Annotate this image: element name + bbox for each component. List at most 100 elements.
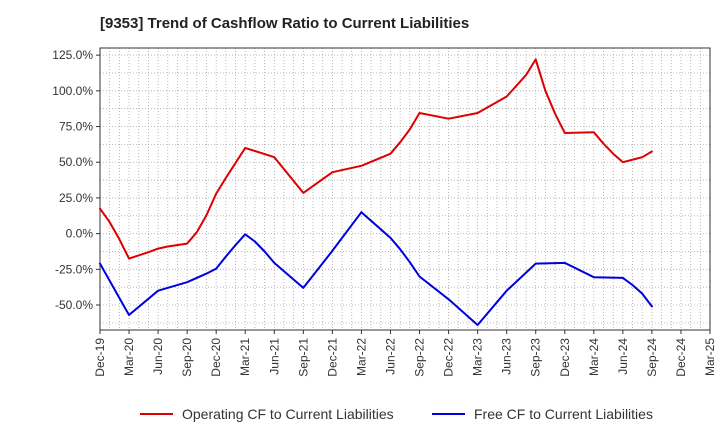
data-point [564, 132, 566, 134]
data-point [302, 192, 304, 194]
data-point [128, 258, 130, 260]
x-tick-label: Sep-20 [180, 338, 194, 377]
data-point [602, 143, 605, 145]
data-point [593, 131, 595, 133]
data-point [215, 268, 217, 270]
data-point [389, 237, 392, 239]
data-point [196, 231, 198, 233]
x-tick-label: Dec-23 [558, 338, 572, 377]
legend-label: Free CF to Current Liabilities [474, 406, 653, 422]
data-point [215, 193, 217, 195]
y-tick-label: 25.0% [59, 191, 93, 205]
data-point [535, 263, 537, 265]
data-point [447, 118, 450, 120]
data-point [651, 305, 653, 308]
x-tick-label: Jun-24 [616, 338, 630, 375]
data-point [641, 156, 643, 158]
data-point [418, 112, 421, 114]
data-point [593, 276, 595, 278]
data-point [360, 211, 363, 213]
data-point [399, 248, 401, 250]
data-point [273, 262, 275, 264]
data-point [535, 58, 537, 61]
data-point [244, 147, 246, 149]
data-point [128, 314, 130, 316]
x-tick-label: Sep-22 [413, 338, 427, 377]
data-point [389, 153, 392, 155]
data-point [477, 324, 479, 326]
y-tick-label: 100.0% [52, 84, 93, 98]
data-point [409, 261, 411, 263]
data-point [544, 90, 546, 92]
x-tick-label: Jun-22 [383, 338, 397, 375]
x-tick-label: Dec-19 [93, 338, 107, 377]
y-tick-label: 50.0% [59, 155, 93, 169]
x-tick-label: Jun-21 [267, 338, 281, 375]
data-point [99, 208, 101, 210]
data-point [612, 153, 614, 155]
data-point [331, 250, 333, 252]
data-point [186, 243, 188, 245]
x-tick-label: Dec-24 [674, 338, 688, 377]
data-point [273, 156, 275, 158]
data-point [477, 112, 479, 114]
data-point [205, 214, 208, 216]
plot-frame [99, 47, 711, 331]
data-point [399, 141, 401, 143]
data-point [225, 255, 227, 258]
plot-area [100, 48, 710, 330]
data-point [564, 262, 566, 264]
y-tick-label: 75.0% [59, 120, 93, 134]
data-point [506, 290, 508, 292]
chart-title: [9353] Trend of Cashflow Ratio to Curren… [100, 15, 470, 32]
x-tick-label: Sep-21 [296, 338, 310, 377]
legend-label: Operating CF to Current Liabilities [182, 406, 394, 422]
data-point [622, 277, 624, 279]
x-tick-label: Jun-20 [151, 338, 165, 375]
data-point [447, 298, 450, 300]
y-tick-label: -25.0% [55, 262, 93, 276]
x-tick-label: Mar-22 [354, 338, 368, 376]
data-point [225, 177, 227, 179]
y-tick-label: 0.0% [66, 227, 94, 241]
data-point [622, 161, 624, 163]
x-tick-label: Sep-23 [529, 338, 543, 377]
x-tick-label: Mar-25 [703, 338, 717, 376]
data-point [264, 250, 266, 253]
data-point [109, 221, 111, 223]
data-point [147, 251, 150, 253]
data-point [99, 263, 101, 265]
x-tick-label: Mar-24 [587, 338, 601, 376]
data-point [254, 240, 256, 243]
data-point [641, 292, 643, 295]
data-point [360, 165, 363, 167]
data-point [506, 95, 508, 98]
x-tick-label: Dec-22 [442, 338, 456, 377]
data-point [651, 150, 653, 153]
data-point [631, 284, 634, 286]
data-point [302, 287, 304, 289]
data-point [205, 273, 208, 275]
data-point [418, 275, 421, 278]
data-point [409, 128, 411, 130]
data-point [331, 171, 333, 173]
x-tick-label: Mar-21 [238, 338, 252, 376]
x-tick-label: Jun-23 [500, 338, 514, 375]
data-point [525, 74, 527, 76]
x-tick-label: Sep-24 [645, 338, 659, 377]
y-tick-label: 125.0% [52, 48, 93, 62]
data-point [244, 233, 246, 235]
data-point [234, 244, 237, 246]
x-tick-label: Mar-20 [122, 338, 136, 376]
data-point [157, 290, 159, 292]
data-point [157, 248, 159, 250]
x-tick-label: Dec-21 [325, 338, 339, 377]
data-point [186, 281, 188, 283]
data-point [118, 238, 120, 240]
x-tick-label: Dec-20 [209, 338, 223, 377]
data-point [167, 245, 169, 248]
x-tick-label: Mar-23 [471, 338, 485, 376]
data-point [554, 113, 556, 115]
y-tick-label: -50.0% [55, 298, 93, 312]
